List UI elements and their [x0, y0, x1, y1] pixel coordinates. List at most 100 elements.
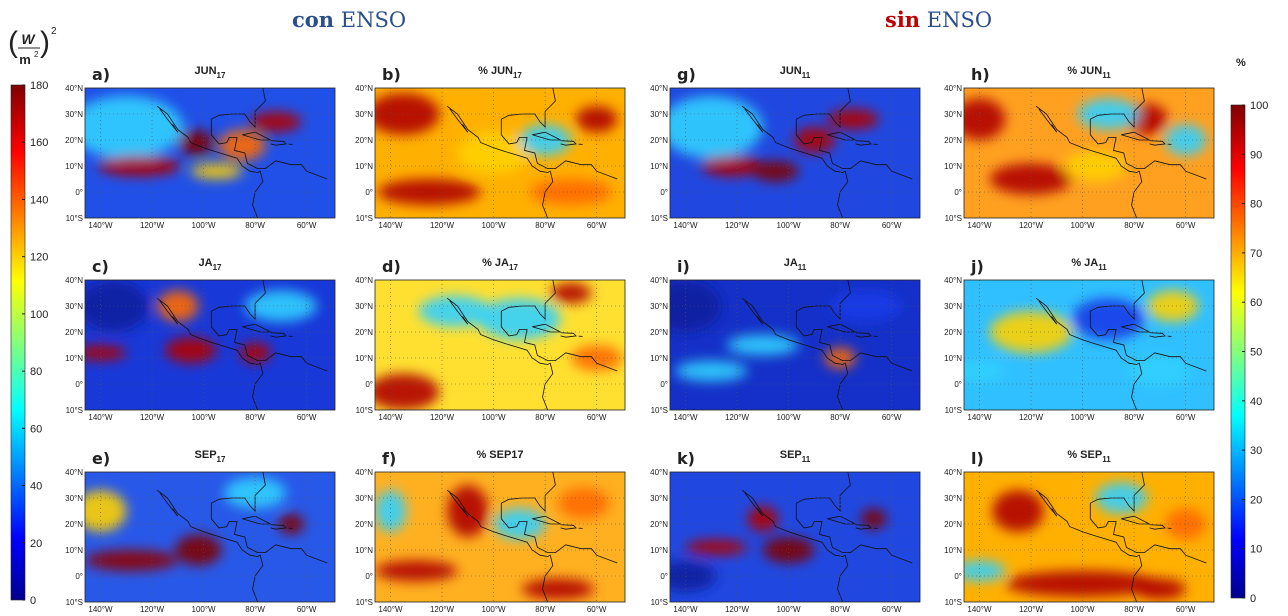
panel-title: % JA17 — [482, 257, 518, 272]
lon-label: 120°W — [725, 221, 750, 230]
lon-label: 140°W — [88, 221, 113, 230]
coastline — [795, 88, 913, 180]
heat-blob — [1072, 298, 1145, 340]
colorbar-tick-label: 10 — [1250, 544, 1262, 556]
map-field — [964, 472, 1214, 602]
lat-label: 10°N — [355, 354, 373, 363]
heat-blob — [964, 560, 1006, 582]
panel-title: % JUN17 — [478, 65, 522, 80]
coastline — [855, 524, 872, 530]
paren: ( — [8, 26, 18, 59]
colorbar-tick-label: 0 — [30, 595, 36, 607]
map-frame — [84, 279, 336, 411]
coastline — [1089, 280, 1207, 372]
lat-label: 20°N — [355, 520, 373, 529]
unit-numerator: W — [21, 31, 36, 47]
lon-label: 100°W — [777, 413, 802, 422]
lon-label: 60°W — [1176, 413, 1196, 422]
coastline — [446, 489, 554, 602]
colorbar-tick-label: 0 — [1250, 593, 1256, 605]
heat-blob — [375, 490, 406, 532]
coastline — [795, 280, 913, 372]
panel-letter: h) — [971, 65, 990, 84]
unit-right: % — [1236, 57, 1246, 69]
lat-label: 10°N — [65, 354, 83, 363]
heat-blob — [550, 282, 592, 304]
colorbar-tick-label: 180 — [30, 80, 48, 92]
lat-label: 20°N — [65, 136, 83, 145]
heat-blob — [97, 155, 181, 177]
lon-label: 140°W — [88, 413, 113, 422]
lat-label: 10°S — [356, 214, 373, 223]
lat-label: 40°N — [355, 84, 373, 93]
heat-blob — [85, 95, 183, 159]
map-panel: d) % JA17 40°N 30°N 20°N 10°N 0° 10°S 140°W 120°W… — [355, 257, 626, 422]
panel-title: % JUN11 — [1067, 65, 1111, 80]
colorbar-tick-label: 20 — [1250, 494, 1262, 506]
lat-label: 10°N — [355, 546, 373, 555]
colorbar-tick-label: 120 — [30, 252, 48, 264]
lon-label: 80°W — [830, 221, 850, 230]
lat-label: 20°N — [944, 328, 962, 337]
map-field — [670, 280, 920, 410]
panel-letter: k) — [677, 449, 695, 468]
lat-label: 20°N — [355, 136, 373, 145]
map-panel: i) JA11 40°N 30°N 20°N 10°N 0° 10°S 140°W 120°W 10… — [650, 257, 921, 422]
lat-label: 10°S — [651, 598, 668, 607]
lat-label: 10°S — [651, 406, 668, 415]
coastline — [159, 492, 179, 517]
lat-label: 40°N — [355, 276, 373, 285]
lat-label: 0° — [75, 380, 83, 389]
lon-label: 80°W — [535, 221, 555, 230]
lon-label: 80°W — [830, 413, 850, 422]
map-panel: h) % JUN11 40°N 30°N 20°N 10°N 0° 10°S 140°W 120°… — [944, 65, 1215, 230]
panel-title: JUN17 — [195, 65, 226, 80]
lon-label: 80°W — [1124, 221, 1144, 230]
panel-title-text: JA — [199, 257, 213, 269]
coastline — [1035, 489, 1143, 602]
lat-label: 40°N — [650, 276, 668, 285]
lon-label: 60°W — [882, 221, 902, 230]
panel-title-text: JA — [784, 257, 798, 269]
heat-blob — [747, 505, 779, 532]
lon-label: 100°W — [1071, 605, 1096, 614]
lon-label: 140°W — [378, 605, 403, 614]
lat-label: 30°N — [944, 494, 962, 503]
heat-blob — [377, 179, 481, 205]
panel-letter: i) — [677, 257, 690, 276]
lat-label: 20°N — [65, 328, 83, 337]
heat-blob — [827, 108, 879, 130]
coastline — [446, 105, 554, 218]
lon-label: 100°W — [192, 413, 217, 422]
panel-title: SEP17 — [195, 449, 226, 464]
lon-label: 80°W — [1124, 605, 1144, 614]
lat-label: 10°N — [944, 546, 962, 555]
map-field — [964, 88, 1214, 218]
paren: ) — [40, 26, 50, 59]
lon-label: 120°W — [1019, 605, 1044, 614]
heat-blob — [175, 534, 222, 566]
lon-label: 140°W — [378, 413, 403, 422]
lon-label: 140°W — [88, 605, 113, 614]
map-panel: j) % JA11 40°N 30°N 20°N 10°N 0° 10°S 140°W 120°W… — [944, 257, 1215, 422]
panel-title-text: JUN — [780, 65, 802, 77]
coastline — [560, 140, 577, 146]
heat-blob — [478, 298, 561, 340]
coastline — [449, 300, 469, 325]
lon-label: 120°W — [140, 413, 165, 422]
coastline — [741, 105, 849, 218]
map-panel: k) SEP11 40°N 30°N 20°N 10°N 0° 10°S 140°W 120°W 1… — [650, 449, 921, 614]
lon-label: 100°W — [192, 605, 217, 614]
lat-label: 40°N — [65, 468, 83, 477]
map-field — [85, 280, 335, 410]
unit-power: 2 — [51, 26, 57, 37]
lon-label: 140°W — [967, 221, 992, 230]
colorbar-tick-label: 40 — [1250, 396, 1262, 408]
lat-label: 0° — [660, 188, 668, 197]
lon-label: 140°W — [967, 413, 992, 422]
header-bold: con — [292, 7, 334, 32]
panel-letter: e) — [92, 449, 110, 468]
coastline — [1038, 300, 1058, 325]
coastline — [532, 323, 561, 333]
